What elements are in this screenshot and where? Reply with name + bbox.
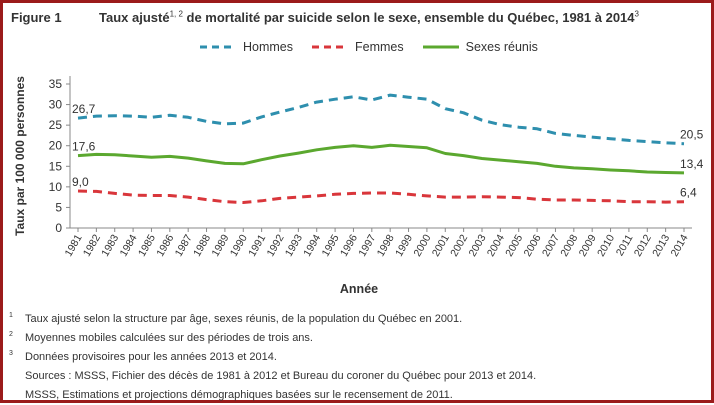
- footnote-3: 3 Données provisoires pour les années 201…: [9, 348, 536, 367]
- x-tick-label: 2000: [411, 232, 433, 258]
- x-tick-label: 2011: [614, 232, 636, 258]
- footnote-4: Sources : MSSS, Fichier des décès de 198…: [9, 367, 536, 386]
- x-tick-label: 1986: [154, 232, 176, 258]
- title-main: Taux ajusté: [99, 10, 170, 25]
- y-tick-label: 25: [49, 118, 63, 132]
- x-tick-label: 2014: [669, 232, 691, 258]
- title-superscript-2: 3: [634, 9, 639, 19]
- x-tick-label: 2010: [595, 232, 617, 258]
- figure-title: Taux ajusté1, 2 de mortalité par suicide…: [99, 10, 639, 25]
- footnotes: 1 Taux ajusté selon la structure par âge,…: [9, 310, 536, 405]
- x-tick-label: 1985: [136, 232, 158, 258]
- line-chart: 0510152025303519811982198319841985198619…: [13, 76, 704, 296]
- series-line-femmes: [77, 189, 685, 204]
- title-rest: de mortalité par suicide selon le sexe, …: [182, 10, 635, 25]
- footnote-mark: 1: [9, 312, 13, 319]
- legend-swatch-femmes: [312, 45, 349, 49]
- y-tick-label: 15: [49, 159, 63, 173]
- x-axis-title: Année: [340, 282, 378, 296]
- legend-item-femmes: Femmes: [311, 40, 404, 54]
- chart-legend: Hommes Femmes Sexes réunis: [199, 40, 556, 54]
- legend-item-hommes: Hommes: [199, 40, 293, 54]
- x-tick-label: 1984: [118, 232, 140, 258]
- legend-label-sexes-reunis: Sexes réunis: [465, 40, 538, 54]
- footnote-text: Données provisoires pour les années 2013…: [25, 351, 277, 363]
- x-tick-label: 1998: [375, 232, 397, 258]
- footnote-text: Sources : MSSS, Fichier des décès de 198…: [25, 370, 537, 382]
- x-tick-label: 2008: [558, 232, 580, 258]
- x-tick-label: 1999: [393, 232, 415, 258]
- legend-item-sexes-reunis: Sexes réunis: [422, 40, 538, 54]
- x-tick-label: 1991: [246, 232, 268, 258]
- x-tick-label: 2007: [540, 232, 562, 258]
- legend-swatch-sexes-reunis: [422, 45, 459, 49]
- x-tick-label: 2012: [632, 232, 654, 258]
- footnote-mark: [9, 367, 25, 386]
- x-tick-label: 2005: [503, 232, 525, 258]
- legend-label-femmes: Femmes: [355, 40, 404, 54]
- y-tick-label: 20: [49, 139, 63, 153]
- x-tick-label: 2001: [430, 232, 452, 258]
- x-tick-label: 1994: [301, 232, 323, 258]
- x-tick-label: 1989: [209, 232, 231, 258]
- x-tick-label: 1992: [265, 232, 287, 258]
- x-tick-label: 2003: [467, 232, 489, 258]
- x-tick-label: 1982: [81, 232, 103, 258]
- footnote-2: 2 Moyennes mobiles calculées sur des péri…: [9, 329, 536, 348]
- x-tick-label: 2009: [577, 232, 599, 258]
- y-tick-label: 5: [55, 200, 62, 214]
- x-tick-label: 1996: [338, 232, 360, 258]
- footnote-mark: 2: [9, 331, 13, 338]
- x-tick-label: 2002: [448, 232, 470, 258]
- title-superscript-1: 1, 2: [169, 9, 183, 19]
- x-tick-label: 1988: [191, 232, 213, 258]
- data-label-start-femmes: 9,0: [72, 175, 89, 189]
- footnote-5: MSSS, Estimations et projections démogra…: [9, 386, 536, 405]
- series-line-hommes: [77, 93, 685, 146]
- data-label-start-sexes-reunis: 17,6: [72, 140, 96, 154]
- x-tick-label: 1981: [63, 232, 85, 258]
- footnote-text: Moyennes mobiles calculées sur des pério…: [25, 332, 313, 344]
- data-label-start-hommes: 26,7: [72, 102, 96, 116]
- x-tick-label: 1997: [356, 232, 378, 258]
- footnote-text: MSSS, Estimations et projections démogra…: [25, 389, 453, 401]
- x-tick-label: 1995: [320, 232, 342, 258]
- x-tick-label: 1993: [283, 232, 305, 258]
- data-label-end-sexes-reunis: 13,4: [680, 157, 704, 171]
- series-line-sexes-reunis: [77, 143, 685, 175]
- x-tick-label: 2004: [485, 232, 507, 258]
- x-tick-label: 2006: [522, 232, 544, 258]
- y-tick-label: 0: [55, 221, 62, 235]
- data-label-end-hommes: 20,5: [680, 128, 704, 142]
- footnote-1: 1 Taux ajusté selon la structure par âge,…: [9, 310, 536, 329]
- x-tick-label: 1987: [173, 232, 195, 258]
- figure-label: Figure 1: [11, 10, 62, 25]
- data-label-end-femmes: 6,4: [680, 186, 697, 200]
- footnote-mark: 3: [9, 350, 13, 357]
- y-axis-title: Taux par 100 000 personnes: [13, 76, 27, 236]
- footnote-text: Taux ajusté selon la structure par âge, …: [25, 313, 463, 325]
- y-tick-label: 30: [49, 98, 63, 112]
- legend-label-hommes: Hommes: [243, 40, 294, 54]
- legend-swatch-hommes: [200, 45, 236, 49]
- footnote-mark: [9, 386, 25, 405]
- x-tick-label: 1983: [99, 232, 121, 258]
- y-tick-label: 35: [49, 77, 63, 91]
- x-tick-label: 1990: [228, 232, 250, 258]
- y-tick-label: 10: [49, 180, 63, 194]
- x-tick-label: 2013: [650, 232, 672, 258]
